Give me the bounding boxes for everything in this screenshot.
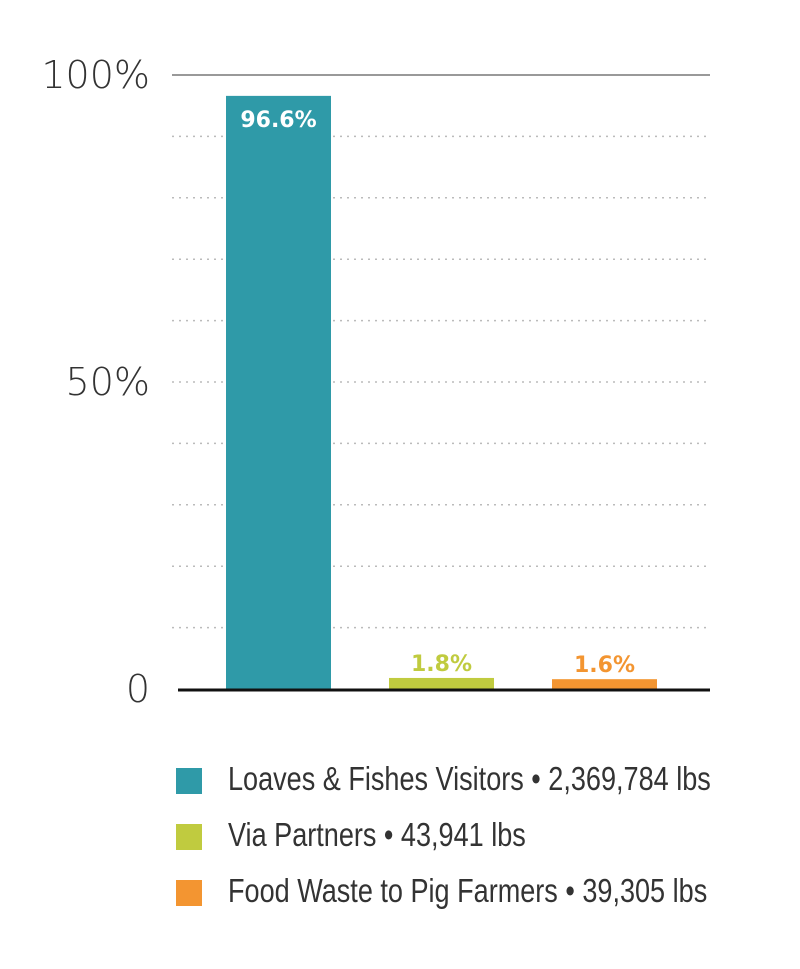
bar	[552, 679, 657, 689]
legend-label: Loaves & Fishes Visitors • 2,369,784 lbs	[228, 760, 711, 797]
bar	[389, 677, 494, 689]
y-tick-label: 50%	[66, 360, 150, 404]
data-label: 1.8%	[411, 652, 472, 677]
legend-swatch	[176, 824, 202, 850]
y-tick-label: 100%	[41, 53, 150, 97]
legend-label: Food Waste to Pig Farmers • 39,305 lbs	[228, 872, 708, 909]
bar	[226, 95, 331, 690]
legend-label: Via Partners • 43,941 lbs	[228, 816, 526, 853]
legend-swatch	[176, 880, 202, 906]
data-label: 96.6%	[240, 108, 316, 133]
data-label: 1.6%	[574, 653, 635, 678]
y-tick-label: 0	[126, 667, 150, 711]
legend-swatch	[176, 768, 202, 794]
